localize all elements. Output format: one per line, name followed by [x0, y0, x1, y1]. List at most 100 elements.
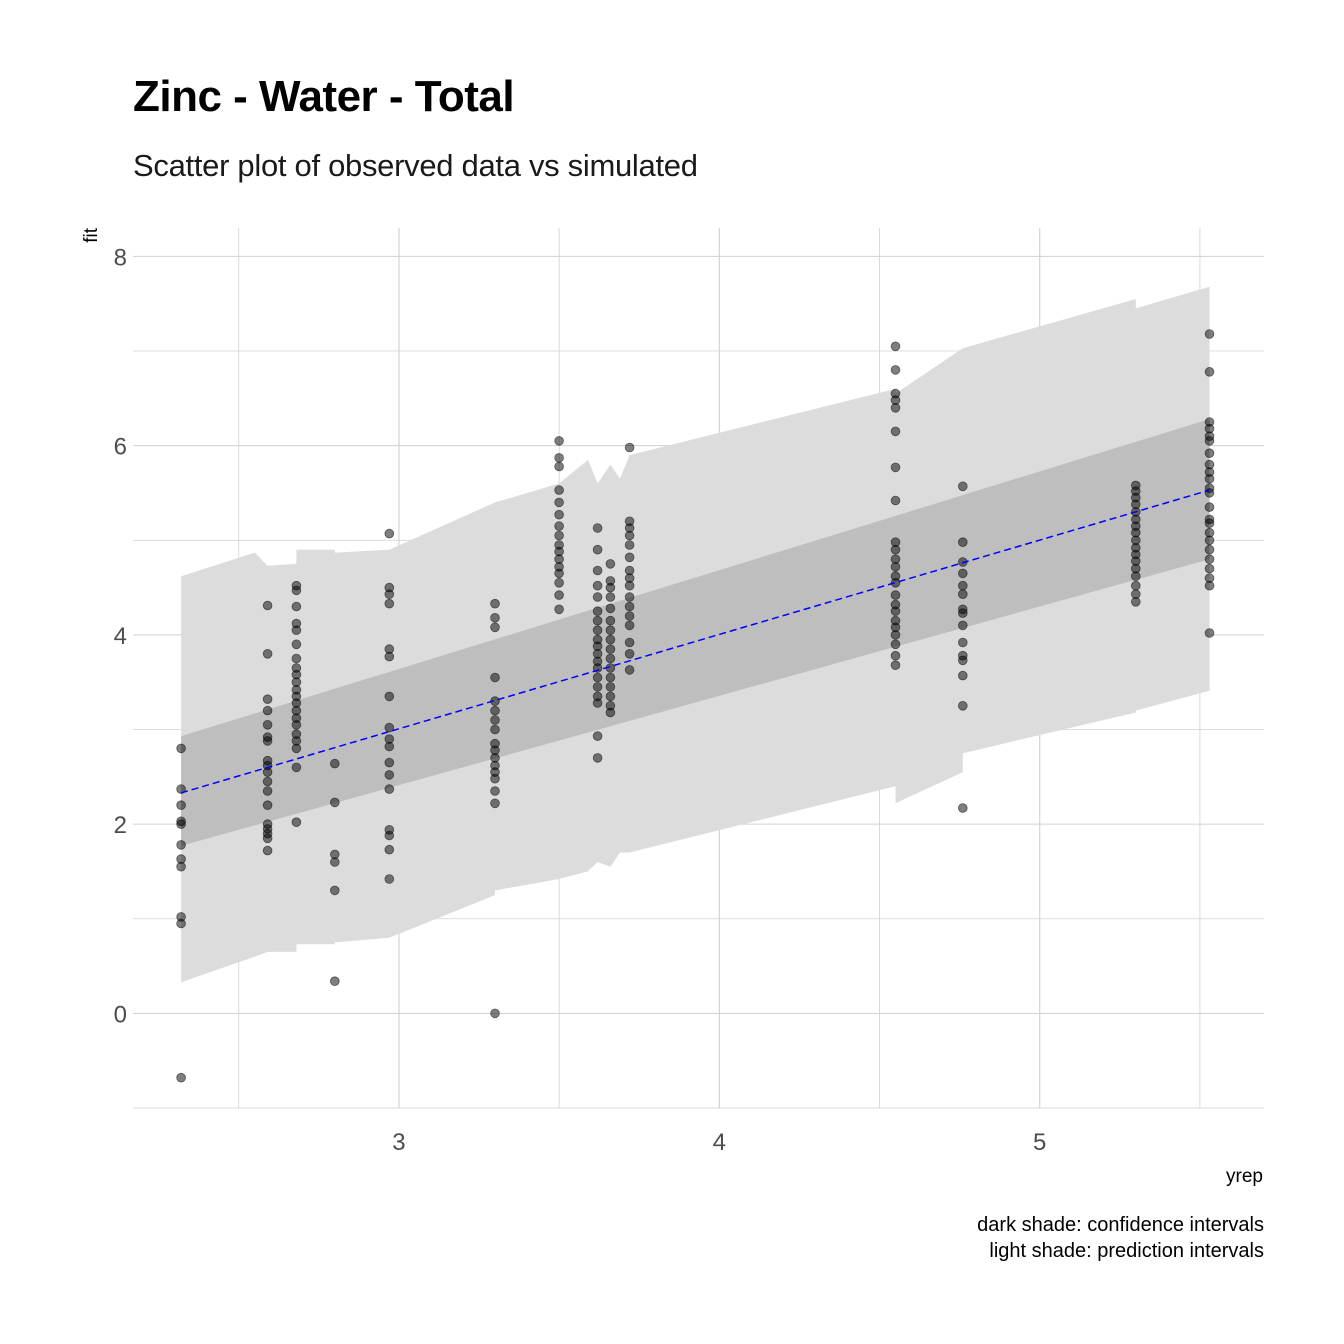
caption-line-prediction: light shade: prediction intervals — [989, 1240, 1264, 1262]
data-point — [1204, 514, 1215, 525]
y-axis-ticks: 0 2 4 6 8 — [114, 244, 127, 1028]
data-point — [605, 691, 616, 702]
chart-title: Zinc - Water - Total — [133, 72, 515, 121]
data-point — [490, 705, 500, 716]
data-point — [605, 672, 616, 683]
data-point — [554, 436, 564, 446]
data-point — [262, 732, 273, 742]
data-point — [605, 625, 616, 635]
data-point — [624, 637, 635, 648]
data-point — [291, 618, 302, 629]
data-point — [384, 598, 395, 609]
confidence-interval-band — [181, 419, 1210, 846]
data-point — [291, 729, 302, 739]
data-point — [890, 462, 901, 473]
data-point — [554, 453, 564, 463]
x-axis-title: yrep — [1226, 1166, 1263, 1187]
y-tick-label: 8 — [114, 244, 127, 271]
data-point — [605, 700, 616, 711]
data-point — [592, 753, 603, 763]
data-point — [1204, 448, 1215, 459]
data-point — [890, 615, 901, 626]
data-point — [957, 537, 968, 547]
data-point — [176, 743, 186, 754]
data-point — [291, 639, 302, 650]
data-point — [1131, 580, 1141, 591]
data-point — [957, 650, 968, 661]
data-point — [262, 776, 273, 787]
data-point — [957, 604, 968, 615]
data-point — [262, 819, 273, 829]
data-point — [329, 976, 340, 986]
data-point — [605, 653, 616, 664]
data-point — [384, 734, 395, 744]
data-point — [1131, 589, 1141, 599]
data-point — [329, 797, 340, 808]
data-point — [624, 565, 635, 576]
data-point — [262, 755, 273, 766]
data-point — [262, 694, 273, 704]
data-point — [262, 786, 273, 796]
data-point — [554, 530, 564, 541]
data-point — [1204, 366, 1215, 377]
data-point — [329, 758, 340, 769]
data-point — [490, 715, 500, 725]
data-point — [592, 580, 603, 591]
x-axis-ticks: 3 4 5 — [392, 1129, 1046, 1156]
data-point — [176, 840, 186, 850]
data-point — [592, 672, 603, 683]
data-point — [957, 568, 968, 579]
data-point — [624, 592, 635, 602]
data-point — [176, 800, 186, 810]
data-point — [1204, 502, 1215, 512]
caption-line-confidence: dark shade: confidence intervals — [977, 1214, 1264, 1236]
data-point — [1204, 544, 1215, 555]
data-point — [1204, 563, 1215, 574]
data-point — [384, 844, 395, 855]
data-point — [384, 691, 395, 702]
data-point — [384, 528, 395, 539]
fit-line — [180, 489, 1210, 794]
data-point — [291, 817, 302, 827]
data-point — [1204, 554, 1215, 564]
data-point — [890, 426, 901, 437]
data-point — [329, 885, 340, 896]
data-point — [890, 639, 901, 650]
data-point — [262, 845, 273, 856]
data-point — [490, 1008, 500, 1019]
data-point — [592, 523, 603, 533]
data-point — [384, 582, 395, 593]
data-point — [890, 554, 901, 564]
y-tick-label: 6 — [114, 434, 127, 461]
data-point — [592, 634, 603, 645]
data-point — [957, 700, 968, 711]
data-point — [957, 481, 968, 492]
data-point — [624, 611, 635, 621]
data-point — [1204, 329, 1215, 339]
data-point — [554, 577, 564, 588]
data-points — [176, 329, 1215, 1083]
y-tick-label: 4 — [114, 623, 127, 650]
data-point — [1204, 573, 1215, 583]
data-point — [890, 650, 901, 661]
data-point — [592, 565, 603, 576]
data-point — [291, 663, 302, 673]
data-point — [957, 670, 968, 681]
data-point — [624, 552, 635, 563]
data-point — [957, 589, 968, 599]
data-point — [262, 800, 273, 810]
data-point — [554, 461, 564, 472]
data-point — [605, 592, 616, 602]
data-point — [291, 601, 302, 612]
data-point — [262, 600, 273, 611]
x-tick-label: 3 — [392, 1129, 405, 1156]
x-tick-label: 4 — [713, 1129, 726, 1156]
data-point — [1204, 527, 1215, 538]
data-point — [554, 590, 564, 600]
data-point — [890, 495, 901, 506]
data-point — [890, 341, 901, 352]
data-point — [490, 622, 500, 633]
data-point — [605, 634, 616, 645]
data-point — [262, 648, 273, 659]
data-point — [592, 615, 603, 626]
